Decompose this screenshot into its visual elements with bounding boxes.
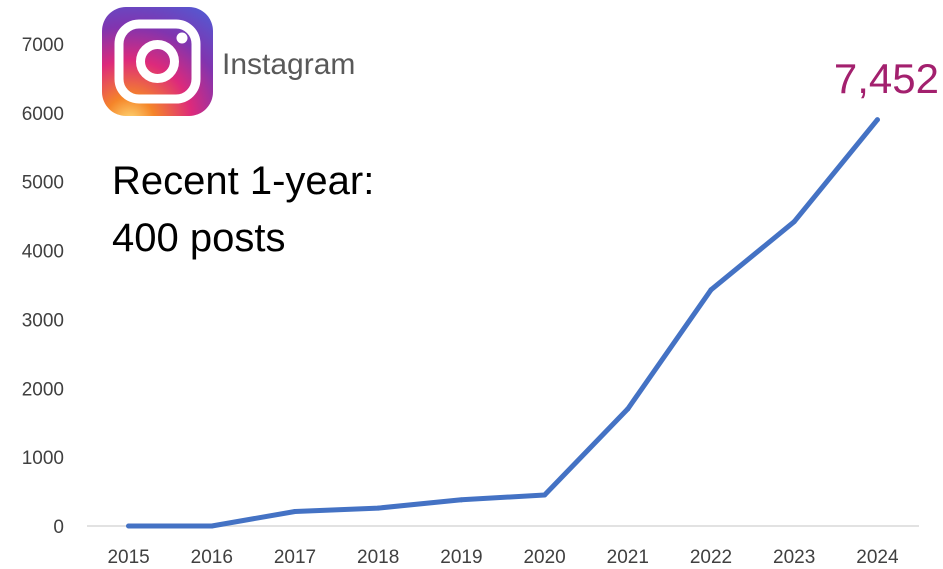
data-point <box>375 505 381 511</box>
x-tick-label: 2019 <box>440 547 482 568</box>
y-tick-label: 7000 <box>22 35 64 56</box>
y-tick-label: 6000 <box>22 104 64 125</box>
data-point <box>708 287 714 293</box>
series-layer <box>126 117 880 529</box>
instagram-logo-icon <box>102 7 213 116</box>
total-posts-label: 7,452 <box>834 55 939 102</box>
data-point <box>126 523 132 529</box>
annotation-line-1: Recent 1-year: <box>112 159 374 203</box>
data-point <box>874 117 880 123</box>
x-tick-label: 2021 <box>607 547 649 568</box>
data-point <box>292 509 298 515</box>
x-tick-label: 2024 <box>856 547 899 568</box>
data-point <box>791 219 797 225</box>
x-tick-label: 2022 <box>690 547 732 568</box>
y-tick-label: 4000 <box>22 242 64 263</box>
y-tick-label: 1000 <box>22 448 64 469</box>
y-tick-label: 5000 <box>22 173 64 194</box>
data-point <box>209 523 215 529</box>
series-line <box>126 117 880 529</box>
x-tick-label: 2016 <box>191 547 233 568</box>
y-axis: 0 1000 2000 3000 4000 5000 6000 7000 <box>22 35 64 538</box>
x-tick-label: 2023 <box>773 547 815 568</box>
x-tick-label: 2015 <box>107 547 149 568</box>
brand-name: Instagram <box>222 48 355 81</box>
x-axis: 2015 2016 2017 2018 2019 2020 2021 2022 2023 2024 <box>87 525 919 568</box>
x-tick-label: 2018 <box>357 547 399 568</box>
y-tick-label: 2000 <box>22 379 64 400</box>
x-tick-label: 2017 <box>274 547 316 568</box>
data-point <box>625 406 631 412</box>
y-tick-label: 0 <box>53 517 64 538</box>
data-point <box>542 492 548 498</box>
y-tick-label: 3000 <box>22 310 64 331</box>
x-tick-label: 2020 <box>523 547 565 568</box>
data-point <box>458 497 464 503</box>
annotation-line-2: 400 posts <box>112 216 285 260</box>
